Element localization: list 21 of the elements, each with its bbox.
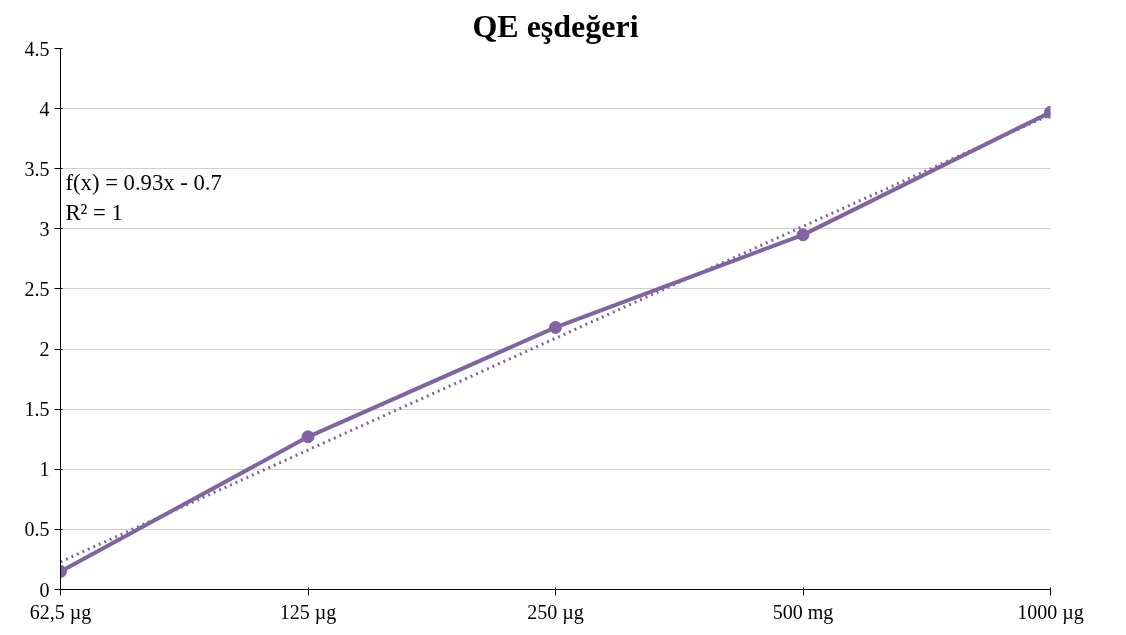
x-tick-label: 250 µg — [527, 600, 584, 624]
chart-title: QE eşdeğeri — [472, 7, 639, 44]
y-tick-label: 0 — [39, 578, 50, 601]
point — [549, 320, 562, 334]
y-tick-label: 3 — [39, 217, 50, 240]
annotation: f(x) = 0.93x - 0.7 — [65, 169, 222, 195]
y-tick-label: 4 — [39, 97, 50, 120]
x-tick-label: 1000 µg — [1017, 600, 1084, 624]
y-tick-label: 2.5 — [24, 277, 50, 300]
y-tick-label: 0.5 — [24, 518, 50, 541]
y-tick-label: 2 — [39, 338, 50, 361]
annotation: R² = 1 — [65, 199, 123, 225]
y-tick-label: 3.5 — [24, 157, 50, 180]
y-tick-label: 1.5 — [24, 398, 50, 421]
point — [301, 430, 315, 444]
y-tick-label: 1 — [39, 458, 50, 481]
y-tick-label: 4.5 — [24, 37, 50, 60]
point — [796, 228, 810, 242]
x-tick-label: 500 mg — [772, 600, 834, 624]
x-tick-label: 125 µg — [279, 600, 337, 624]
x-tick-label: 62,5 µg — [29, 600, 92, 624]
